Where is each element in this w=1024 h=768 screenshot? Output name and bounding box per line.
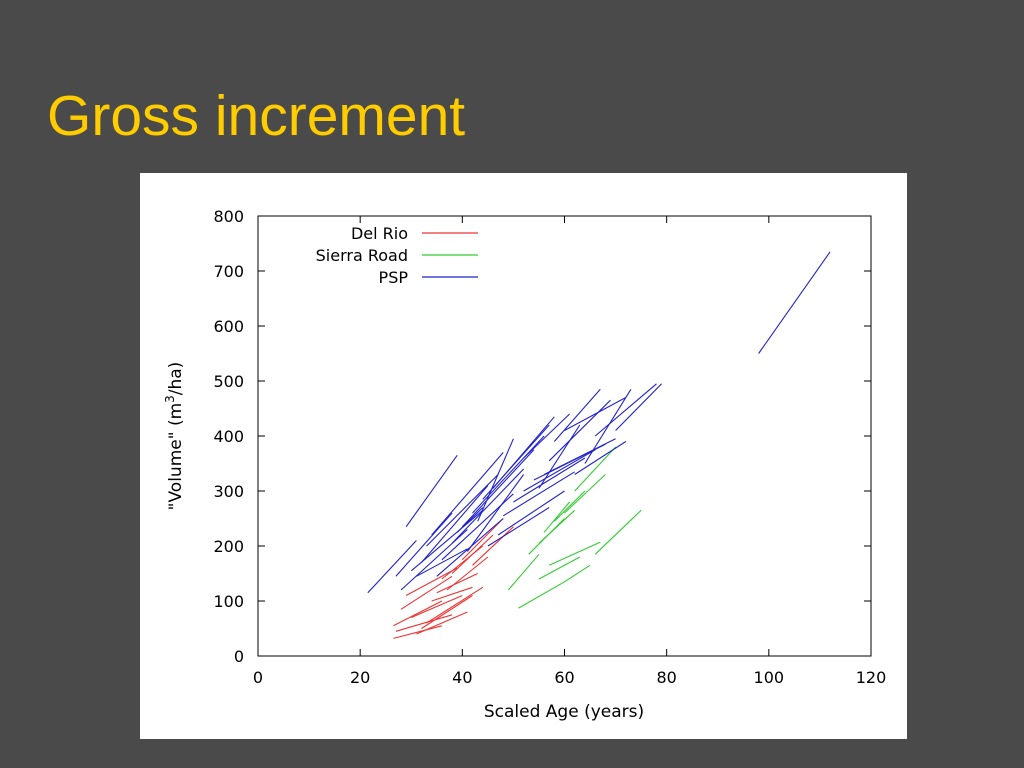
series-line-segment: [446, 556, 489, 591]
series-line-segment: [416, 611, 468, 635]
series-line-segment: [431, 452, 504, 536]
x-tick-label: 100: [754, 668, 785, 687]
series-line-segment: [466, 474, 525, 552]
series-sierra-road: [507, 446, 642, 609]
series-line-segment: [436, 573, 478, 594]
series-line-segment: [421, 485, 489, 563]
series-line-segment: [584, 389, 632, 464]
slide-title: Gross increment: [47, 84, 466, 148]
x-tick-label: 60: [554, 668, 574, 687]
y-tick-label: 100: [213, 592, 244, 611]
series-line-segment: [594, 509, 642, 555]
series-line-segment: [523, 413, 570, 459]
series-line-segment: [461, 449, 535, 528]
series-line-segment: [431, 586, 473, 602]
series-line-segment: [497, 490, 565, 536]
series-line-segment: [538, 556, 581, 580]
series-line-segment: [518, 581, 565, 609]
series-line-segment: [574, 446, 617, 492]
series-line-segment: [393, 600, 443, 627]
series-line-segment: [411, 594, 463, 619]
series-line-segment: [553, 490, 586, 522]
series-line-segment: [416, 548, 468, 577]
series-line-segment: [574, 441, 627, 475]
series-line-segment: [538, 509, 576, 544]
series-line-segment: [451, 534, 494, 574]
series-line-segment: [548, 399, 611, 462]
y-tick-label: 0: [234, 647, 244, 666]
series-line-segment: [461, 518, 504, 561]
series-line-segment: [543, 438, 616, 475]
series-del-rio: [393, 518, 514, 639]
series-line-segment: [502, 471, 575, 517]
series-line-segment: [472, 526, 514, 566]
series-line-segment: [451, 468, 524, 544]
legend-label: Del Rio: [351, 224, 408, 243]
chart: 0 20 40 60 80 100 120 0 100 200 300 400 500 600 700 800…: [163, 207, 886, 722]
y-tick-label: 800: [213, 207, 244, 226]
series-psp: [367, 251, 831, 594]
plot-frame: [257, 215, 872, 657]
y-axis-label: "Volume" (m3/ha): [163, 362, 186, 511]
series-line-segment: [421, 595, 473, 629]
x-axis-label: Scaled Age (years): [484, 702, 644, 722]
series-line-segment: [758, 251, 831, 354]
series-line-segment: [594, 383, 657, 437]
series-line-segment: [564, 397, 627, 431]
series-line-segment: [395, 614, 453, 632]
y-tick-label: 600: [213, 317, 244, 336]
series-line-segment: [426, 474, 499, 547]
series-line-segment: [507, 553, 540, 591]
series-line-segment: [513, 457, 586, 503]
series-line-segment: [405, 454, 458, 528]
series-line-segment: [523, 449, 596, 492]
series-line-segment: [367, 540, 417, 594]
series-line-segment: [477, 438, 514, 522]
series-line-segment: [553, 388, 601, 442]
y-tick-label: 700: [213, 262, 244, 281]
legend: Del Rio Sierra Road PSP: [316, 224, 478, 287]
series-line-segment: [472, 435, 545, 514]
series-line-segment: [548, 541, 601, 566]
series-line-segment: [492, 416, 555, 489]
series-line-segment: [400, 575, 453, 610]
plot-lines: [367, 251, 831, 639]
series-line-segment: [543, 501, 571, 533]
y-axis-label-prefix: "Volume" (m: [166, 403, 186, 510]
series-line-segment: [564, 564, 591, 583]
y-tick-label: 200: [213, 537, 244, 556]
x-tick-label: 120: [856, 668, 887, 687]
series-line-segment: [395, 512, 453, 577]
chart-panel: 0 20 40 60 80 100 120 0 100 200 300 400 500 600 700 800…: [140, 173, 907, 739]
x-tick-label: 20: [350, 668, 370, 687]
x-tick-label: 80: [656, 668, 676, 687]
y-axis-label-superscript: 3: [163, 395, 177, 403]
series-line-segment: [538, 424, 581, 489]
y-tick-label: 400: [213, 427, 244, 446]
x-tick-label: 0: [253, 668, 263, 687]
axis-tick-labels: 0 20 40 60 80 100 120 0 100 200 300 400 500 600 700 800: [213, 207, 886, 687]
y-tick-label: 300: [213, 482, 244, 501]
y-axis-label-suffix: /ha): [166, 362, 186, 396]
y-tick-label: 500: [213, 372, 244, 391]
legend-label: Sierra Road: [316, 246, 408, 265]
series-line-segment: [564, 474, 606, 514]
axis-ticks: [257, 215, 872, 657]
x-tick-label: 40: [452, 668, 472, 687]
series-line-segment: [393, 625, 443, 639]
series-line-segment: [405, 567, 458, 596]
legend-label: PSP: [379, 268, 409, 287]
series-line-segment: [456, 507, 484, 533]
series-line-segment: [426, 586, 484, 624]
series-line-segment: [615, 383, 662, 431]
series-line-segment: [487, 507, 550, 547]
